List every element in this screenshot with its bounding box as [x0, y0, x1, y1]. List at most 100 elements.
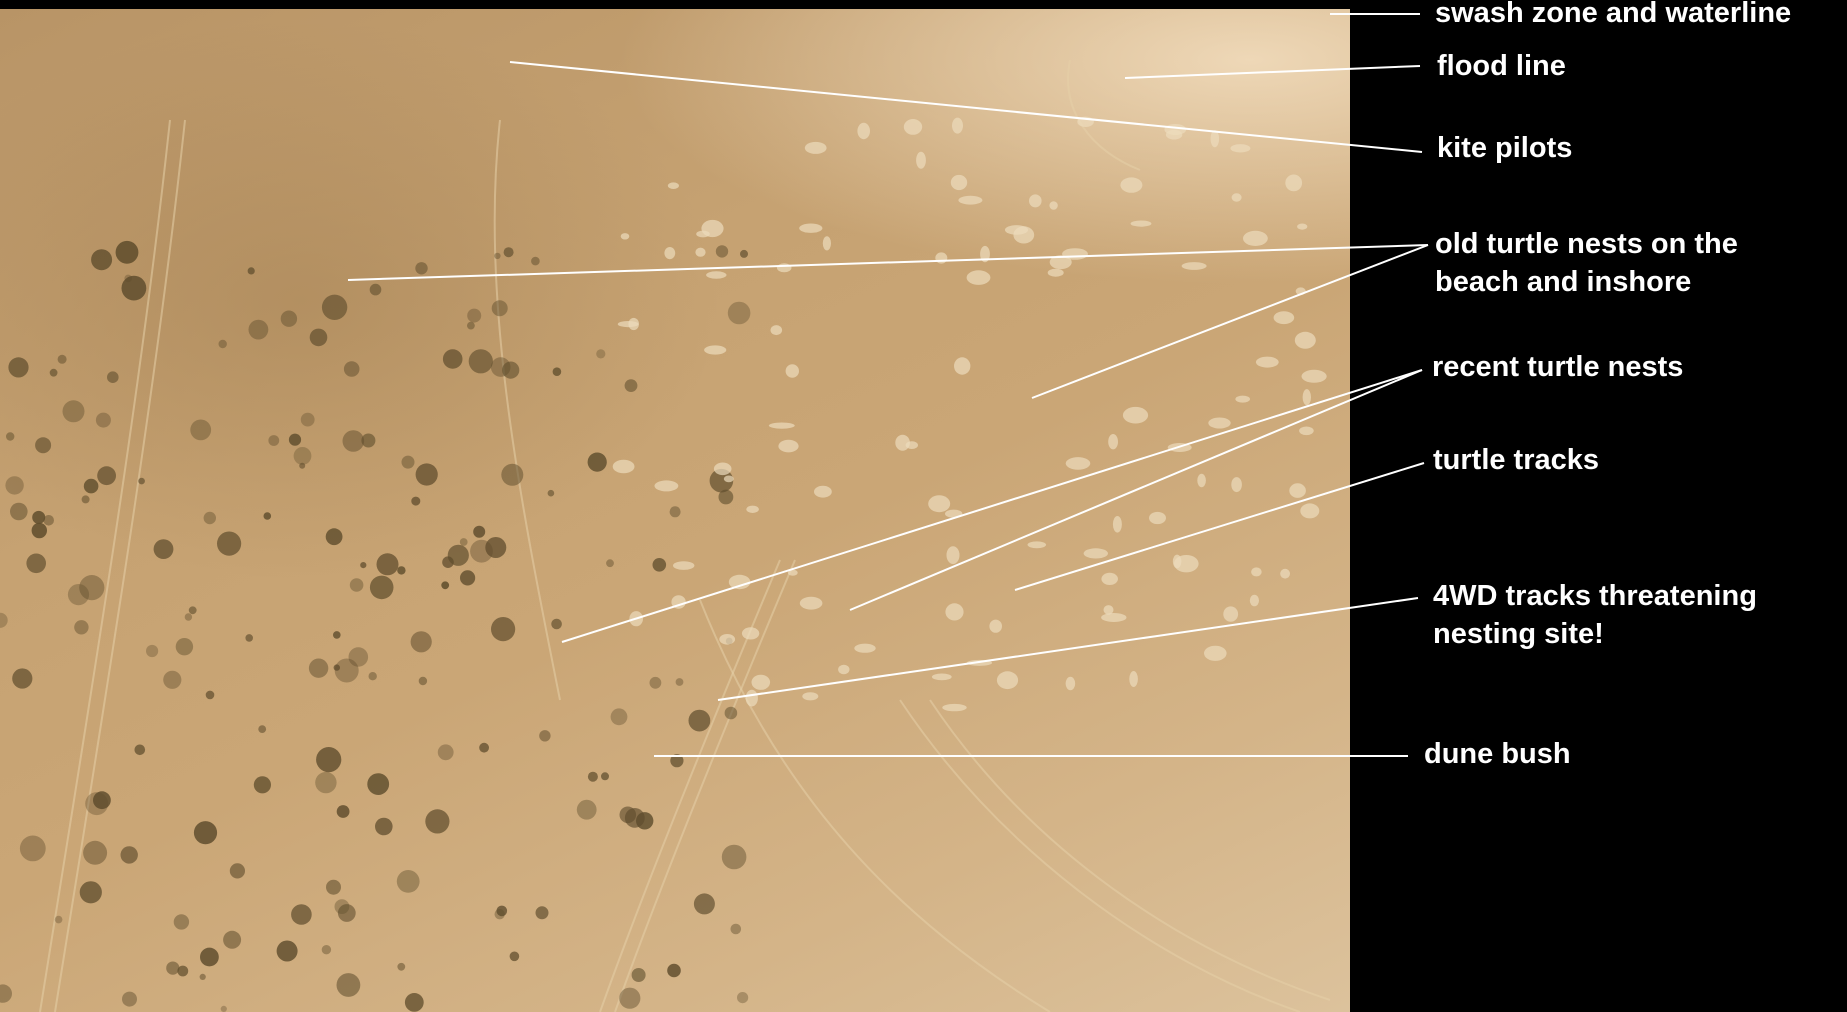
dune-bush-mark: [146, 644, 159, 658]
dune-bush-mark: [468, 349, 493, 374]
dune-bush-mark: [491, 617, 516, 642]
dune-bush-mark: [715, 245, 729, 258]
dune-bush-mark: [709, 468, 734, 493]
dune-bush-mark: [494, 252, 501, 260]
dune-bush-mark: [8, 357, 29, 378]
sand-mound-mark: [1122, 406, 1149, 424]
dune-bush-mark: [376, 553, 399, 576]
label-dune-bush: dune bush: [1424, 738, 1571, 770]
dune-bush-mark: [107, 371, 119, 384]
dune-bush-mark: [79, 575, 105, 601]
dune-bush-mark: [138, 477, 145, 485]
sand-mound-mark: [1065, 676, 1076, 691]
label-old-nests-line2: beach and inshore: [1435, 266, 1692, 298]
sand-mound-mark: [746, 505, 759, 513]
label-4wd-line2: nesting site!: [1433, 618, 1604, 650]
sand-mound-mark: [654, 480, 679, 492]
sand-mound-mark: [799, 223, 823, 233]
dune-bush-mark: [490, 357, 511, 377]
sand-mound-mark: [1294, 331, 1316, 349]
dune-bush-mark: [336, 973, 361, 997]
dune-bush-mark: [268, 435, 280, 446]
dune-bush-mark: [606, 559, 614, 568]
dune-bush-mark: [57, 354, 67, 364]
sand-mound-mark: [916, 151, 926, 169]
sand-mound-mark: [1172, 554, 1182, 569]
dune-bush-mark: [321, 294, 348, 320]
dune-bush-mark: [369, 575, 394, 600]
dune-bush-mark: [95, 412, 111, 428]
sand-mound-mark: [1181, 262, 1207, 270]
dune-bush-mark: [467, 321, 475, 330]
leader-flood: [1124, 65, 1421, 79]
dune-bush-mark: [0, 984, 12, 1003]
sand-mound-mark: [1210, 130, 1220, 148]
dune-bush-mark: [83, 478, 99, 494]
dune-bush-mark: [467, 308, 482, 323]
dune-bush-mark: [229, 863, 245, 879]
dune-bush-mark: [361, 433, 376, 448]
sand-mound-mark: [706, 271, 727, 279]
sand-mound-mark: [1299, 426, 1314, 436]
dune-bush-mark: [124, 274, 132, 283]
sand-mound-mark: [804, 141, 827, 154]
dune-bush-mark: [200, 947, 219, 967]
dune-bush-mark: [551, 618, 562, 630]
sand-mound-mark: [1289, 483, 1306, 498]
sand-mound-mark: [958, 195, 983, 205]
dune-bush-mark: [203, 511, 216, 525]
sand-mound-mark: [945, 603, 964, 621]
sand-mound-mark: [695, 247, 706, 257]
dune-bush-mark: [740, 249, 748, 258]
dune-bush-mark: [667, 963, 681, 978]
dune-bush-mark: [669, 506, 681, 518]
sand-mound-mark: [1049, 201, 1058, 210]
sand-mound-mark: [778, 439, 799, 453]
dune-bush-mark: [737, 992, 749, 1004]
sand-mound-mark: [799, 596, 823, 610]
dune-bush-mark: [502, 361, 520, 379]
sand-mound-mark: [1065, 457, 1091, 470]
sand-mound-mark: [946, 546, 960, 564]
dune-bush-mark: [460, 570, 476, 586]
dune-bush-mark: [494, 909, 505, 920]
dune-bush-mark: [93, 791, 111, 810]
dune-bush-mark: [337, 904, 356, 922]
sand-mound-mark: [612, 459, 635, 474]
sand-mound-mark: [1285, 174, 1303, 192]
dune-bush-mark: [316, 747, 342, 773]
sand-mound-mark: [928, 495, 951, 513]
dune-bush-mark: [343, 361, 360, 377]
dune-bush-mark: [675, 678, 684, 686]
sand-mound-mark: [822, 236, 832, 251]
dune-bush-mark: [509, 951, 520, 962]
sand-mound-mark: [1013, 226, 1035, 244]
sand-mound-mark: [1280, 568, 1290, 579]
label-flood-line: flood line: [1437, 50, 1566, 82]
dune-bush-mark: [253, 776, 271, 794]
sand-mound-mark: [620, 233, 630, 240]
sand-mound-mark: [751, 674, 771, 690]
dune-bush-mark: [205, 690, 215, 700]
dune-bush-mark: [163, 670, 182, 689]
dune-bush-mark: [31, 522, 47, 539]
dune-bush-mark: [624, 808, 645, 828]
dune-bush-mark: [12, 668, 33, 689]
dune-bush-mark: [576, 799, 597, 820]
dune-bush-mark: [415, 463, 438, 486]
dune-bush-mark: [601, 772, 609, 781]
dune-bush-mark: [730, 923, 742, 935]
dune-bush-mark: [173, 914, 190, 930]
sand-mound-mark: [785, 364, 799, 378]
dune-bush-mark: [153, 539, 174, 559]
sand-mound-mark: [768, 422, 795, 429]
dune-bush-mark: [503, 247, 514, 258]
sand-mound-mark: [787, 569, 798, 576]
sand-mound-mark: [1230, 144, 1251, 153]
sand-mound-mark: [1255, 356, 1279, 368]
dune-bush-mark: [245, 634, 253, 642]
sand-mound-mark: [701, 219, 724, 238]
dune-bush-mark: [724, 706, 738, 720]
label-turtle-tracks: turtle tracks: [1433, 444, 1600, 476]
